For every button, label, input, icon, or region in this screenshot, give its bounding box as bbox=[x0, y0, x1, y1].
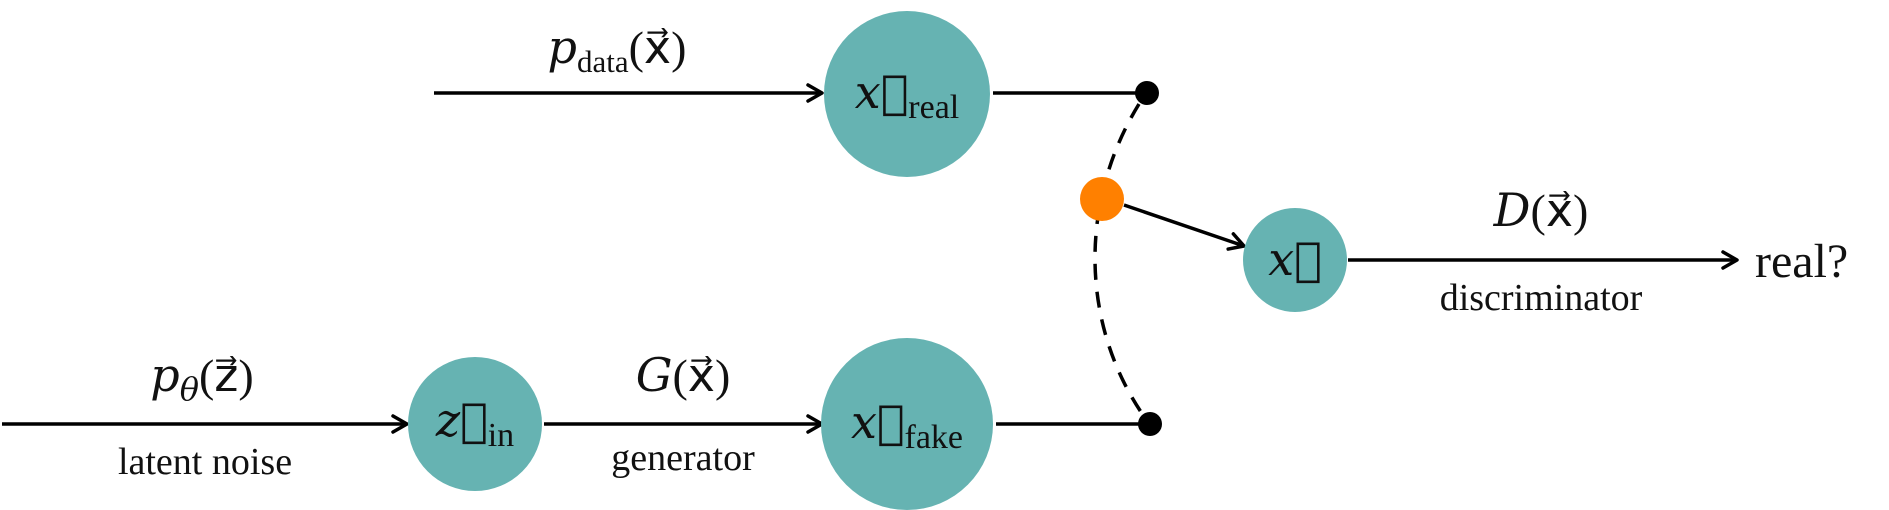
x-real-node-label: x⃗real bbox=[855, 65, 960, 126]
switch-to-x-arrow bbox=[1123, 203, 1246, 251]
p-data-label: pdata(x⃗) bbox=[548, 20, 687, 79]
latent-noise-caption: latent noise bbox=[118, 441, 292, 483]
discriminator-caption: discriminator bbox=[1440, 277, 1643, 319]
real-question-output: real? bbox=[1755, 235, 1848, 288]
switch-selector-dot bbox=[1080, 177, 1124, 221]
x-node-label: x⃗ bbox=[1268, 232, 1322, 286]
real-terminal-dot bbox=[1135, 81, 1159, 105]
z-in-node-label: z⃗in bbox=[435, 393, 514, 454]
p-theta-label: pθ(z⃗) bbox=[150, 348, 254, 408]
z-in-node bbox=[408, 357, 542, 491]
fake-terminal-dot bbox=[1138, 412, 1162, 436]
x-fake-node bbox=[821, 338, 993, 510]
x-node bbox=[1243, 208, 1347, 312]
switch-arc bbox=[1093, 103, 1143, 413]
g-function-label: G(x⃗) bbox=[636, 348, 731, 402]
x-real-node bbox=[824, 11, 990, 177]
x-fake-node-label: x⃗fake bbox=[851, 395, 963, 456]
d-function-label: D(x⃗) bbox=[1493, 183, 1589, 237]
generator-caption: generator bbox=[611, 437, 755, 479]
